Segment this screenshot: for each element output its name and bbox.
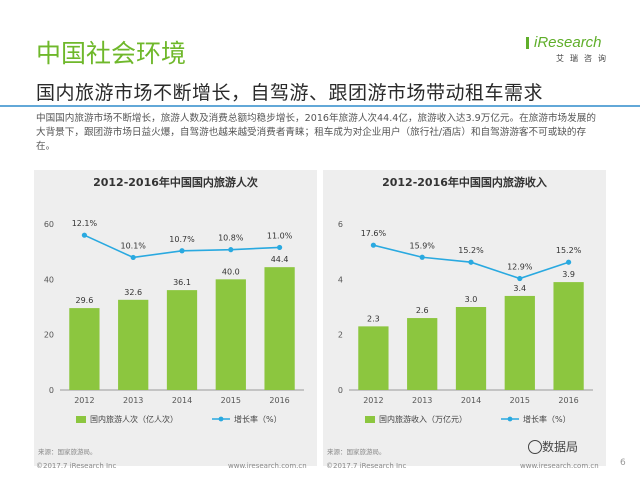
x-tick-label: 2016	[269, 396, 289, 405]
bar	[504, 295, 535, 390]
footer-website-right: www.iresearch.com.cn	[520, 462, 599, 470]
chart-title: 2012-2016年中国国内旅游收入	[382, 175, 547, 189]
legend-line-marker	[507, 416, 513, 422]
footer-copyright-left: ©2017.7 iResearch Inc	[36, 462, 117, 470]
chart-panel-left: 2012-2016年中国国内旅游人次 0 20 40 60 29.6 2012 32.6 201…	[34, 170, 317, 466]
legend-bar-label: 国内旅游收入（万亿元）	[379, 414, 467, 424]
x-tick-label: 2012	[74, 396, 94, 405]
x-tick-label: 2013	[412, 396, 432, 405]
chart-revenue: 2012-2016年中国国内旅游收入 0 2 4 6 2.3 2012 2.6 2013 3.0 2…	[327, 175, 593, 456]
growth-point	[81, 232, 87, 238]
x-tick-label: 2014	[461, 396, 481, 405]
legend-line-marker	[218, 416, 224, 422]
growth-point	[228, 247, 234, 253]
logo-subtext: 艾瑞咨询	[556, 54, 612, 63]
x-tick-label: 2015	[221, 396, 241, 405]
growth-value-label: 10.8%	[218, 234, 244, 243]
bar-value-label: 36.1	[173, 278, 191, 287]
bar-value-label: 32.6	[124, 288, 142, 297]
bar-value-label: 3.4	[513, 284, 526, 293]
x-tick-label: 2013	[123, 396, 143, 405]
footer-copyright-right: ©2017.7 iResearch Inc	[326, 462, 407, 470]
bar-value-label: 40.0	[222, 267, 240, 276]
bar-value-label: 3.9	[562, 270, 575, 279]
bar	[553, 282, 584, 390]
bar-value-label: 3.0	[465, 295, 478, 304]
growth-value-label: 10.1%	[120, 241, 146, 250]
growth-value-label: 11.0%	[267, 231, 293, 240]
growth-point	[468, 259, 474, 265]
legend-line-label: 增长率（%）	[523, 414, 571, 424]
legend-bar-swatch	[76, 416, 86, 423]
bar-value-label: 44.4	[271, 255, 289, 264]
y-tick-label: 0	[338, 386, 343, 395]
growth-value-label: 17.6%	[361, 229, 387, 238]
chart-visitors: 2012-2016年中国国内旅游人次 0 20 40 60 29.6 2012 32.6 201…	[38, 175, 304, 456]
growth-point	[419, 254, 425, 260]
growth-value-label: 12.1%	[72, 219, 98, 228]
y-tick-label: 60	[44, 220, 54, 229]
bar-value-label: 2.3	[367, 314, 380, 323]
logo-text: iResearch	[534, 34, 602, 51]
chart-source: 来源：国家旅游局。	[327, 447, 386, 456]
page-number: 6	[620, 458, 626, 468]
iresearch-logo: iResearch 艾瑞咨询	[526, 34, 610, 70]
wechat-icon	[528, 440, 542, 454]
chart-title: 2012-2016年中国国内旅游人次	[93, 175, 258, 189]
section-title: 中国社会环境	[36, 39, 187, 68]
x-tick-label: 2015	[510, 396, 530, 405]
bar	[407, 318, 438, 390]
growth-point	[277, 244, 283, 251]
growth-point	[566, 259, 572, 265]
growth-point	[179, 248, 185, 254]
y-tick-label: 20	[44, 331, 54, 340]
legend-line-label: 增长率（%）	[234, 414, 282, 424]
y-tick-label: 4	[338, 275, 343, 284]
chart-source: 来源：国家旅游局。	[38, 447, 97, 456]
growth-value-label: 12.9%	[507, 263, 533, 272]
footer-website-left: www.iresearch.com.cn	[228, 462, 307, 470]
growth-value-label: 10.7%	[169, 235, 195, 244]
growth-point	[370, 242, 376, 248]
y-tick-label: 6	[338, 220, 343, 229]
growth-value-label: 15.2%	[556, 246, 582, 255]
x-tick-label: 2012	[363, 396, 383, 405]
legend-bar-label: 国内旅游人次（亿人次）	[90, 414, 178, 424]
chart-panel-right: 2012-2016年中国国内旅游收入 0 2 4 6 2.3 2012 2.6 2013 3.0 2…	[323, 170, 606, 466]
logo-bar	[526, 37, 529, 49]
bar-value-label: 2.6	[416, 306, 429, 315]
growth-point	[517, 275, 523, 282]
bar	[358, 326, 389, 390]
bar	[264, 267, 295, 390]
growth-value-label: 15.9%	[409, 241, 435, 250]
y-tick-label: 0	[49, 386, 54, 395]
headline-divider	[0, 105, 640, 107]
x-tick-label: 2014	[172, 396, 192, 405]
bar	[215, 279, 246, 390]
bar	[69, 308, 100, 390]
y-tick-label: 40	[44, 275, 54, 284]
bar-value-label: 29.6	[75, 296, 93, 305]
growth-value-label: 15.2%	[458, 246, 484, 255]
bar	[118, 299, 149, 390]
bar	[455, 307, 487, 390]
bar	[166, 290, 198, 390]
watermark: 数据局	[542, 440, 579, 454]
x-tick-label: 2016	[558, 396, 578, 405]
growth-point	[130, 254, 136, 261]
headline: 国内旅游市场不断增长，自驾游、跟团游市场带动租车需求	[36, 82, 544, 104]
intro-paragraph: 中国国内旅游市场不断增长，旅游人数及消费总额均稳步增长，2016年旅游人次44.…	[36, 113, 596, 152]
legend-bar-swatch	[365, 416, 375, 423]
y-tick-label: 2	[338, 331, 343, 340]
